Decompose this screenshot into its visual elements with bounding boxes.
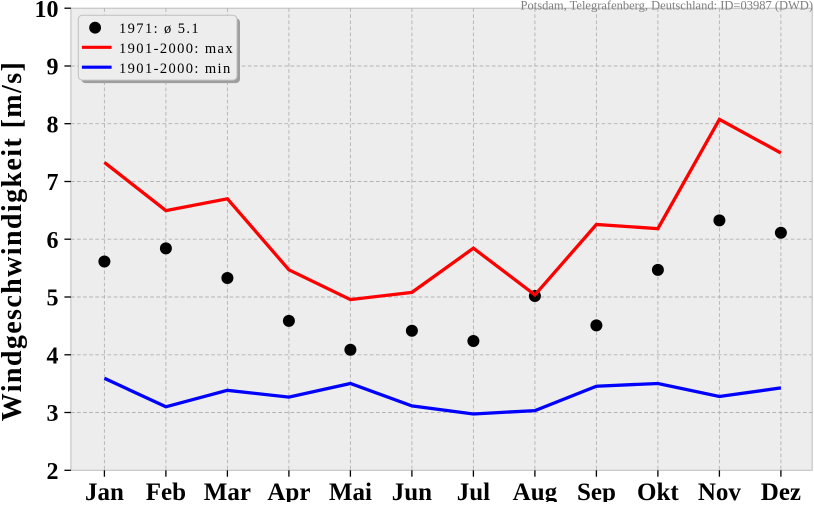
svg-text:Potsdam, Telegrafenberg, Deuts: Potsdam, Telegrafenberg, Deutschland: ID… xyxy=(521,0,813,12)
svg-text:7: 7 xyxy=(47,170,59,196)
svg-text:1901-2000: min: 1901-2000: min xyxy=(119,61,232,77)
svg-text:5: 5 xyxy=(47,286,59,312)
svg-text:Jul: Jul xyxy=(457,479,490,502)
svg-text:Aug: Aug xyxy=(513,479,558,502)
svg-text:Mai: Mai xyxy=(329,479,372,502)
svg-text:3: 3 xyxy=(47,401,59,427)
svg-text:10: 10 xyxy=(35,0,59,23)
svg-text:4: 4 xyxy=(47,343,59,369)
svg-text:8: 8 xyxy=(47,112,59,138)
svg-text:Okt: Okt xyxy=(637,479,679,502)
svg-text:Sep: Sep xyxy=(577,479,616,502)
svg-text:Feb: Feb xyxy=(146,479,186,502)
svg-text:Nov: Nov xyxy=(698,479,742,502)
svg-text:Windgeschwindigkeit [m/s]: Windgeschwindigkeit [m/s] xyxy=(0,61,28,421)
svg-text:Dez: Dez xyxy=(761,479,801,502)
svg-text:Mar: Mar xyxy=(204,479,251,502)
svg-text:1901-2000: max: 1901-2000: max xyxy=(119,41,234,57)
svg-text:2: 2 xyxy=(47,459,59,485)
svg-text:Jun: Jun xyxy=(392,479,432,502)
svg-text:6: 6 xyxy=(47,228,59,254)
svg-text:Apr: Apr xyxy=(267,479,310,502)
svg-text:Jan: Jan xyxy=(85,479,124,502)
svg-text:9: 9 xyxy=(47,55,59,81)
svg-text:1971: ø 5.1: 1971: ø 5.1 xyxy=(119,21,200,37)
